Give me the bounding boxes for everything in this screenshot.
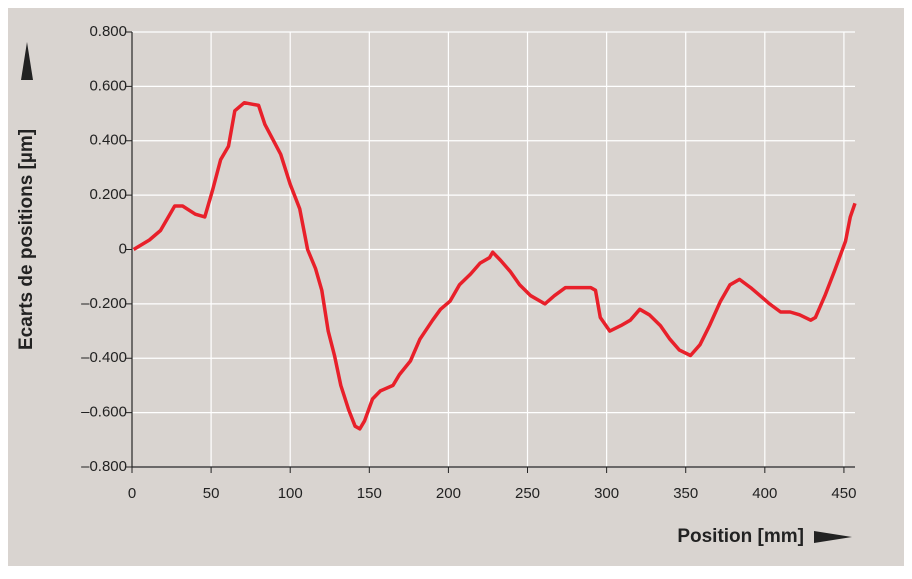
x-tick-label: 50 [203,485,220,502]
x-tick-label: 300 [594,485,619,502]
x-tick-label: 150 [357,485,382,502]
y-axis-title: Ecarts de positions [µm] [16,129,37,350]
y-tick-label: –0.800 [81,458,127,475]
x-tick-label: 450 [831,485,856,502]
x-axis-arrow [814,531,852,543]
y-tick-label: 0.600 [89,77,127,94]
y-tick-label: 0.400 [89,132,127,149]
y-tick-label: –0.400 [81,349,127,366]
x-tick-label: 200 [436,485,461,502]
x-tick-label: 100 [278,485,303,502]
x-tick-label: 350 [673,485,698,502]
y-tick-label: 0.200 [89,186,127,203]
chart-background [8,8,904,566]
x-tick-label: 0 [128,485,136,502]
y-tick-label: 0 [119,240,127,257]
y-tick-label: 0.800 [89,23,127,40]
x-tick-label: 250 [515,485,540,502]
y-tick-label: –0.200 [81,295,127,312]
data-line [132,100,857,431]
x-tick-label: 400 [752,485,777,502]
y-axis-arrow [21,42,33,80]
x-axis-title: Position [mm] [677,526,804,547]
y-tick-label: –0.600 [81,404,127,421]
